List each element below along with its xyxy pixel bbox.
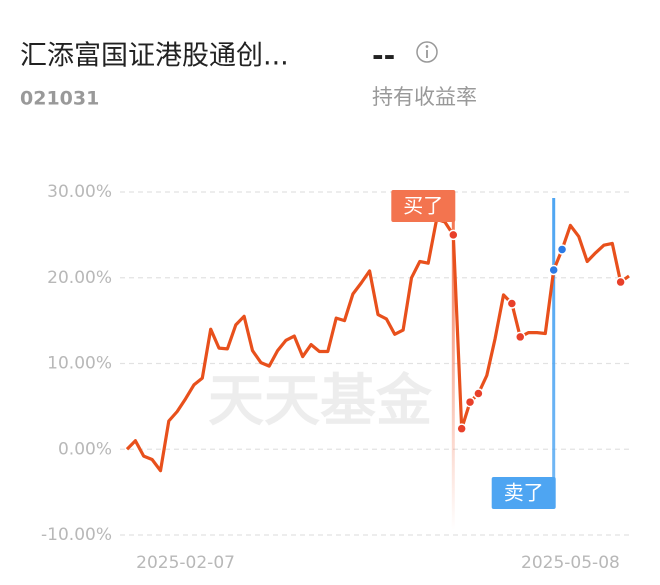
info-icon[interactable]: [416, 41, 438, 63]
point-marker: [456, 423, 467, 434]
annotation-label: 买了: [403, 194, 443, 218]
guide-line: [552, 198, 556, 480]
watermark: 天天基金: [208, 369, 433, 434]
point-marker: [473, 388, 484, 399]
point-marker: [506, 298, 518, 309]
point-marker: [615, 276, 626, 288]
point-marker: [556, 244, 568, 255]
fund-code: 021031: [20, 88, 99, 110]
y-tick-label: 30.00%: [47, 182, 112, 202]
point-marker: [448, 229, 459, 241]
point-marker: [514, 331, 526, 343]
y-tick-label: 20.00%: [47, 268, 112, 288]
chart: 天天基金 30.00% 20.00% 10.00% 0.00% -10.00% 2025-0…: [41, 182, 632, 573]
x-tick-label: 2025-05-08: [521, 553, 620, 573]
guide-line: [451, 215, 455, 530]
point-marker: [464, 396, 476, 408]
point-marker: [548, 264, 559, 276]
series-line: [125, 217, 630, 473]
x-tick-label: 2025-02-07: [136, 553, 235, 573]
annotation-box: [491, 477, 556, 509]
fund-title: 汇添富国证港股通创...: [20, 41, 289, 72]
y-tick-label: -10.00%: [41, 525, 112, 545]
return-label: 持有收益率: [372, 85, 477, 109]
y-tick-label: 10.00%: [47, 354, 112, 374]
y-tick-label: 0.00%: [58, 439, 112, 459]
annotation-box: [391, 190, 456, 222]
return-value: --: [372, 39, 395, 72]
annotation-label: 卖了: [504, 481, 544, 505]
